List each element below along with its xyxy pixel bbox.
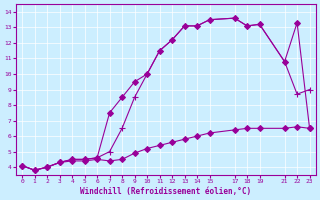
X-axis label: Windchill (Refroidissement éolien,°C): Windchill (Refroidissement éolien,°C) — [80, 187, 252, 196]
